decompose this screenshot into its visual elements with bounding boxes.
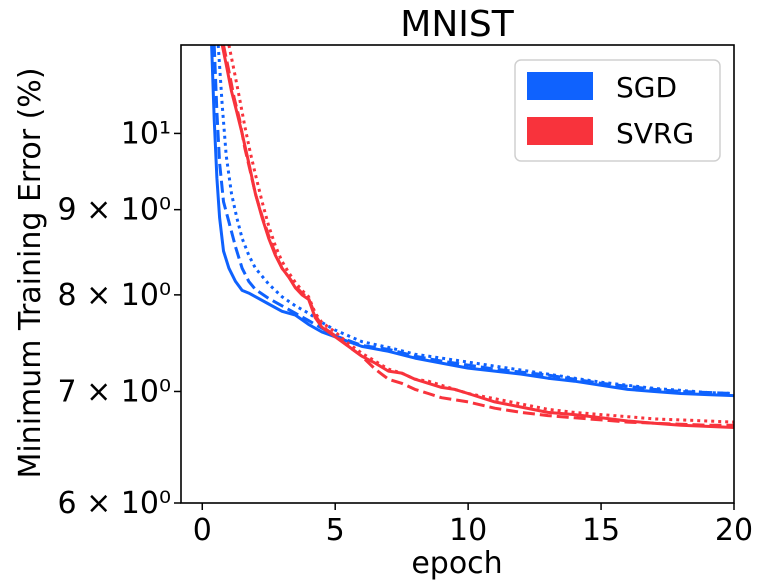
x-axis: 0 5 10 15 20 (193, 503, 753, 548)
y-tick-label: 8 × 10⁰ (58, 278, 172, 313)
legend: SGD SVRG (514, 59, 721, 162)
x-tick-label: 20 (715, 513, 753, 548)
y-tick-label: 9 × 10⁰ (58, 193, 172, 228)
x-tick-label: 0 (193, 513, 212, 548)
y-tick-label: 6 × 10⁰ (58, 486, 172, 521)
y-axis: 6 × 10⁰ 7 × 10⁰ 8 × 10⁰ 9 × 10⁰ 10¹ (58, 116, 181, 521)
legend-label-svrg: SVRG (616, 117, 694, 150)
x-tick-label: 10 (449, 513, 487, 548)
legend-swatch-sgd (527, 72, 593, 100)
series-line-sgd-dashed (212, 45, 734, 395)
series-line-svrg-dashed (222, 45, 734, 427)
x-tick-label: 5 (326, 513, 345, 548)
x-axis-label: epoch (411, 546, 502, 581)
y-tick-label: 10¹ (121, 116, 171, 151)
series-layer (210, 45, 734, 429)
series-line-svrg-dotted (227, 45, 734, 424)
legend-swatch-svrg (527, 117, 593, 145)
y-axis-label: Minimum Training Error (%) (13, 67, 48, 478)
series-line-sgd-dotted (216, 45, 734, 395)
legend-label-sgd: SGD (616, 71, 677, 104)
x-tick-label: 15 (582, 513, 620, 548)
y-tick-label: 7 × 10⁰ (58, 374, 172, 409)
plot-frame (180, 44, 735, 504)
chart-title: MNIST (400, 4, 514, 45)
